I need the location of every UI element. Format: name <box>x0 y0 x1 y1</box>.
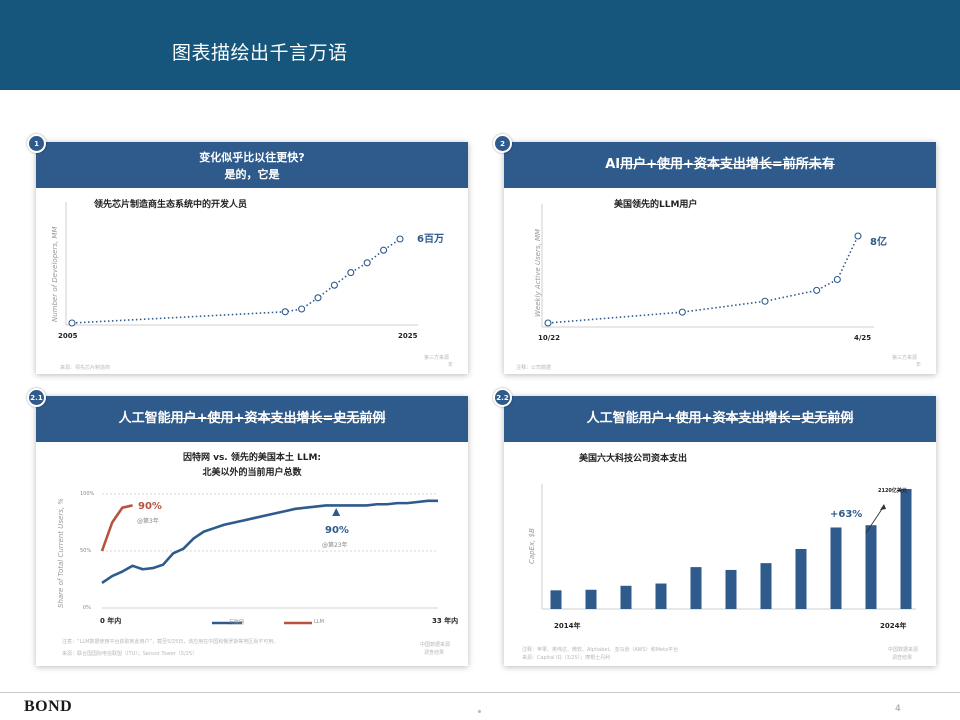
internet-vs-llm-line-chart <box>100 493 438 625</box>
side-note: 第三方来源 <box>892 355 918 361</box>
bar-2023 <box>865 525 877 609</box>
source-note: 来源：领先芯片制造商 <box>60 365 111 371</box>
data-point <box>298 305 306 313</box>
x-tick-label: 2024年 <box>880 622 907 630</box>
bar-2019 <box>725 569 737 609</box>
bar-2024 <box>900 489 912 609</box>
bar-2014 <box>550 590 562 609</box>
series-line <box>71 238 401 324</box>
growth-arrow-head <box>880 504 886 510</box>
data-point <box>68 319 76 327</box>
chart-title: 因特网 vs. 领先的美国本土 LLM: 北美以外的当前用户总数 <box>182 453 322 478</box>
legend-internet-label: 互联网 <box>229 620 245 626</box>
annotation-internet: 90% <box>325 525 349 536</box>
series-line <box>547 235 859 324</box>
x-tick-label: 10/22 <box>538 334 561 342</box>
data-point <box>813 286 821 294</box>
panel-llm-users: AI用户+使用+资本支出增长=前所未有 美国领先的LLM用户 Weekly Ac… <box>504 142 936 374</box>
capex-bar-chart <box>541 484 916 610</box>
chart-title: 领先芯片制造商生态系统中的开发人员 <box>94 200 248 210</box>
panel-header: 人工智能用户+使用+资本支出增长=史无前例 <box>504 396 936 442</box>
data-point <box>544 319 552 327</box>
page-title: 图表描绘出千言万语 <box>172 42 348 64</box>
annotation-value: 8亿 <box>870 237 887 248</box>
data-point <box>678 308 686 316</box>
bar-2022 <box>830 527 842 609</box>
footnote: 注意：“LLM数据使用平台获取到此用户”，截至5/25日，该应用在中国和俄罗斯等… <box>62 639 279 645</box>
panel-header-text: 人工智能用户+使用+资本支出增长=史无前例 <box>118 411 386 426</box>
page-number: 4 <box>895 704 901 714</box>
data-point <box>363 259 371 267</box>
developers-line-chart <box>65 202 418 327</box>
data-point <box>347 269 355 277</box>
annotation-growth: +63% <box>830 509 863 520</box>
x-tick-label: 33 年内 <box>432 617 459 625</box>
panel-header-text: 变化似乎比以往更快? 是的，它是 <box>199 151 305 181</box>
footer-divider <box>0 692 960 693</box>
data-point <box>330 281 338 289</box>
annotation-llm: 90% <box>138 501 162 512</box>
bar-2018 <box>690 567 702 609</box>
bar-2021 <box>795 549 807 609</box>
data-point <box>833 275 841 284</box>
series-line-internet <box>101 499 438 584</box>
x-tick-label: 4/25 <box>854 334 872 342</box>
side-note: 第三方来源 <box>424 355 450 361</box>
source-note: 来源：Capital IQ（3/25）；摩根士丹利 <box>522 655 611 661</box>
bar-2020 <box>760 563 772 609</box>
bar-2017 <box>655 583 667 609</box>
x-tick-label: 2014年 <box>554 622 581 630</box>
page-dot <box>478 710 481 713</box>
series-line-llm <box>100 504 133 552</box>
side-note: 中国数据来源 <box>420 642 451 648</box>
data-point <box>281 308 289 316</box>
annotation-internet-sub: @第23年 <box>322 542 348 549</box>
side-note-sub: 调查结果 <box>424 650 445 656</box>
side-note-sub: 年 <box>448 362 454 368</box>
y-tick-label: 50% <box>80 548 92 554</box>
annotation-top-bar: 2120亿美元 <box>878 488 907 494</box>
footnote: 注释：苹果、英伟达、微软、Alphabet、亚马逊（AWS）和Meta平台 <box>522 647 679 653</box>
annotation-value: 6百万 <box>417 234 444 245</box>
panel-badge: 2.1 <box>27 388 46 407</box>
x-tick-label: 0 年内 <box>100 617 122 625</box>
y-tick-label: 100% <box>80 491 95 497</box>
data-point <box>854 232 862 240</box>
annotation-llm-sub: @第3年 <box>137 518 159 525</box>
side-note-sub: 调查结果 <box>892 655 913 661</box>
side-note-sub: 年 <box>916 362 922 368</box>
panel-header: AI用户+使用+资本支出增长=前所未有 <box>504 142 936 188</box>
panel-internet-vs-llm: 人工智能用户+使用+资本支出增长=史无前例 因特网 vs. 领先的美国本土 LL… <box>36 396 468 666</box>
source-note: 来源：联合国国际电信联盟（ITU）；Sensor Tower（5/25） <box>62 651 198 657</box>
bar-2015 <box>585 589 597 609</box>
legend-llm-label: LLM <box>314 619 324 625</box>
panel-header-text: 人工智能用户+使用+资本支出增长=史无前例 <box>586 411 854 426</box>
y-tick-label: 0% <box>83 605 91 611</box>
chart-title: 美国领先的LLM用户 <box>614 200 698 210</box>
x-tick-label: 2005 <box>58 332 78 340</box>
panel-header: 人工智能用户+使用+资本支出增长=史无前例 <box>36 396 468 442</box>
data-point <box>380 246 388 254</box>
llm-users-line-chart <box>541 204 874 328</box>
marker-triangle <box>332 508 341 516</box>
data-point <box>396 235 404 243</box>
growth-arrow-line <box>865 505 885 534</box>
data-point <box>314 294 322 302</box>
chart-title: 美国六大科技公司资本支出 <box>579 454 688 464</box>
data-point <box>761 297 769 305</box>
panel-header-text: AI用户+使用+资本支出增长=前所未有 <box>605 157 835 172</box>
top-banner: 图表描绘出千言万语 <box>0 0 960 90</box>
side-note: 中国数据来源 <box>888 647 919 653</box>
panel-developers: 变化似乎比以往更快? 是的，它是 领先芯片制造商生态系统中的开发人员 Numbe… <box>36 142 468 374</box>
panel-badge: 2.2 <box>493 388 512 407</box>
panel-capex: 人工智能用户+使用+资本支出增长=史无前例 美国六大科技公司资本支出 CapEx… <box>504 396 936 666</box>
source-note: 注释：公司数据 <box>516 365 552 371</box>
panel-badge: 2 <box>493 134 512 153</box>
panel-badge: 1 <box>27 134 46 153</box>
bond-logo: BOND <box>24 698 73 715</box>
panel-header: 变化似乎比以往更快? 是的，它是 <box>36 142 468 188</box>
x-tick-label: 2025 <box>398 332 418 340</box>
bar-2016 <box>620 585 632 609</box>
